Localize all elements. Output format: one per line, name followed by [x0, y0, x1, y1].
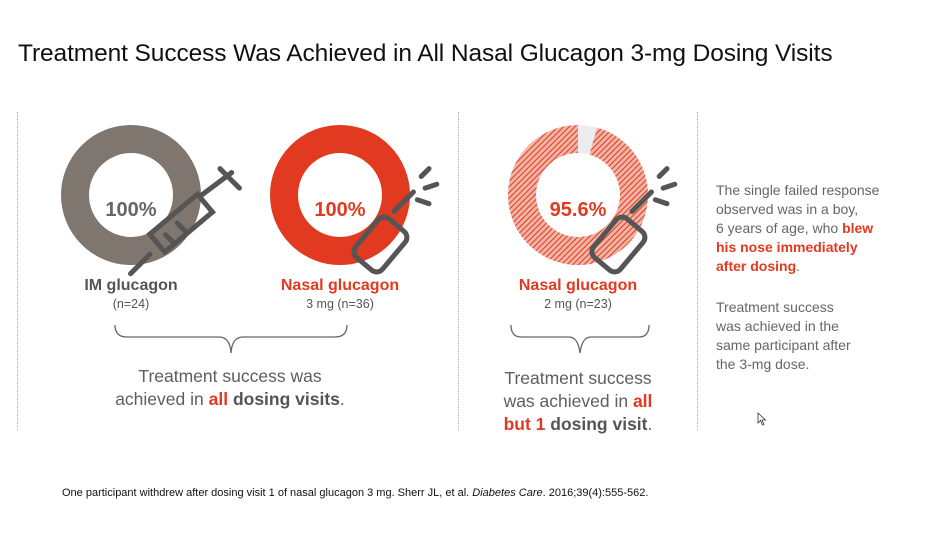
sub-im-glucagon: (n=24): [112, 297, 150, 311]
divider-middle: [458, 112, 459, 430]
divider-left: [17, 112, 18, 430]
donut-im-glucagon: 100%: [61, 125, 242, 277]
summary-right: Treatment success was achieved in all bu…: [503, 368, 653, 434]
donut-nasal-2mg: 95.6%: [508, 125, 678, 275]
donut-ring-nasal-2mg: [508, 125, 648, 265]
footnote: One participant withdrew after dosing vi…: [62, 487, 649, 499]
donut-ring-im: [61, 125, 201, 265]
divider-right: [697, 112, 698, 430]
percent-im: 100%: [105, 199, 157, 221]
donut-nasal-3mg: 100%: [270, 125, 440, 275]
slide-title: Treatment Success Was Achieved in All Na…: [18, 40, 833, 67]
donut-ring-nasal-3mg: [270, 125, 410, 265]
percent-nasal-3mg: 100%: [314, 199, 366, 221]
label-nasal-3mg: Nasal glucagon: [280, 277, 400, 294]
brace-right: [509, 323, 651, 359]
sub-nasal-2mg: 2 mg (n=23): [544, 297, 612, 311]
brace-left: [113, 323, 349, 359]
percent-nasal-2mg: 95.6%: [549, 199, 607, 221]
sub-nasal-3mg: 3 mg (n=36): [306, 297, 374, 311]
note-failed-response: The single failed response observed was …: [716, 182, 880, 274]
mouse-cursor-icon: [757, 412, 767, 426]
note-treatment-success: Treatment success was achieved in the sa…: [716, 299, 851, 372]
label-im-glucagon: IM glucagon: [84, 277, 178, 294]
nasal-spray-icon: [589, 166, 678, 275]
nasal-spray-icon: [351, 166, 440, 275]
syringe-icon: [128, 166, 242, 277]
label-nasal-2mg: Nasal glucagon: [518, 277, 638, 294]
summary-left: Treatment success was achieved in all do…: [115, 366, 345, 409]
